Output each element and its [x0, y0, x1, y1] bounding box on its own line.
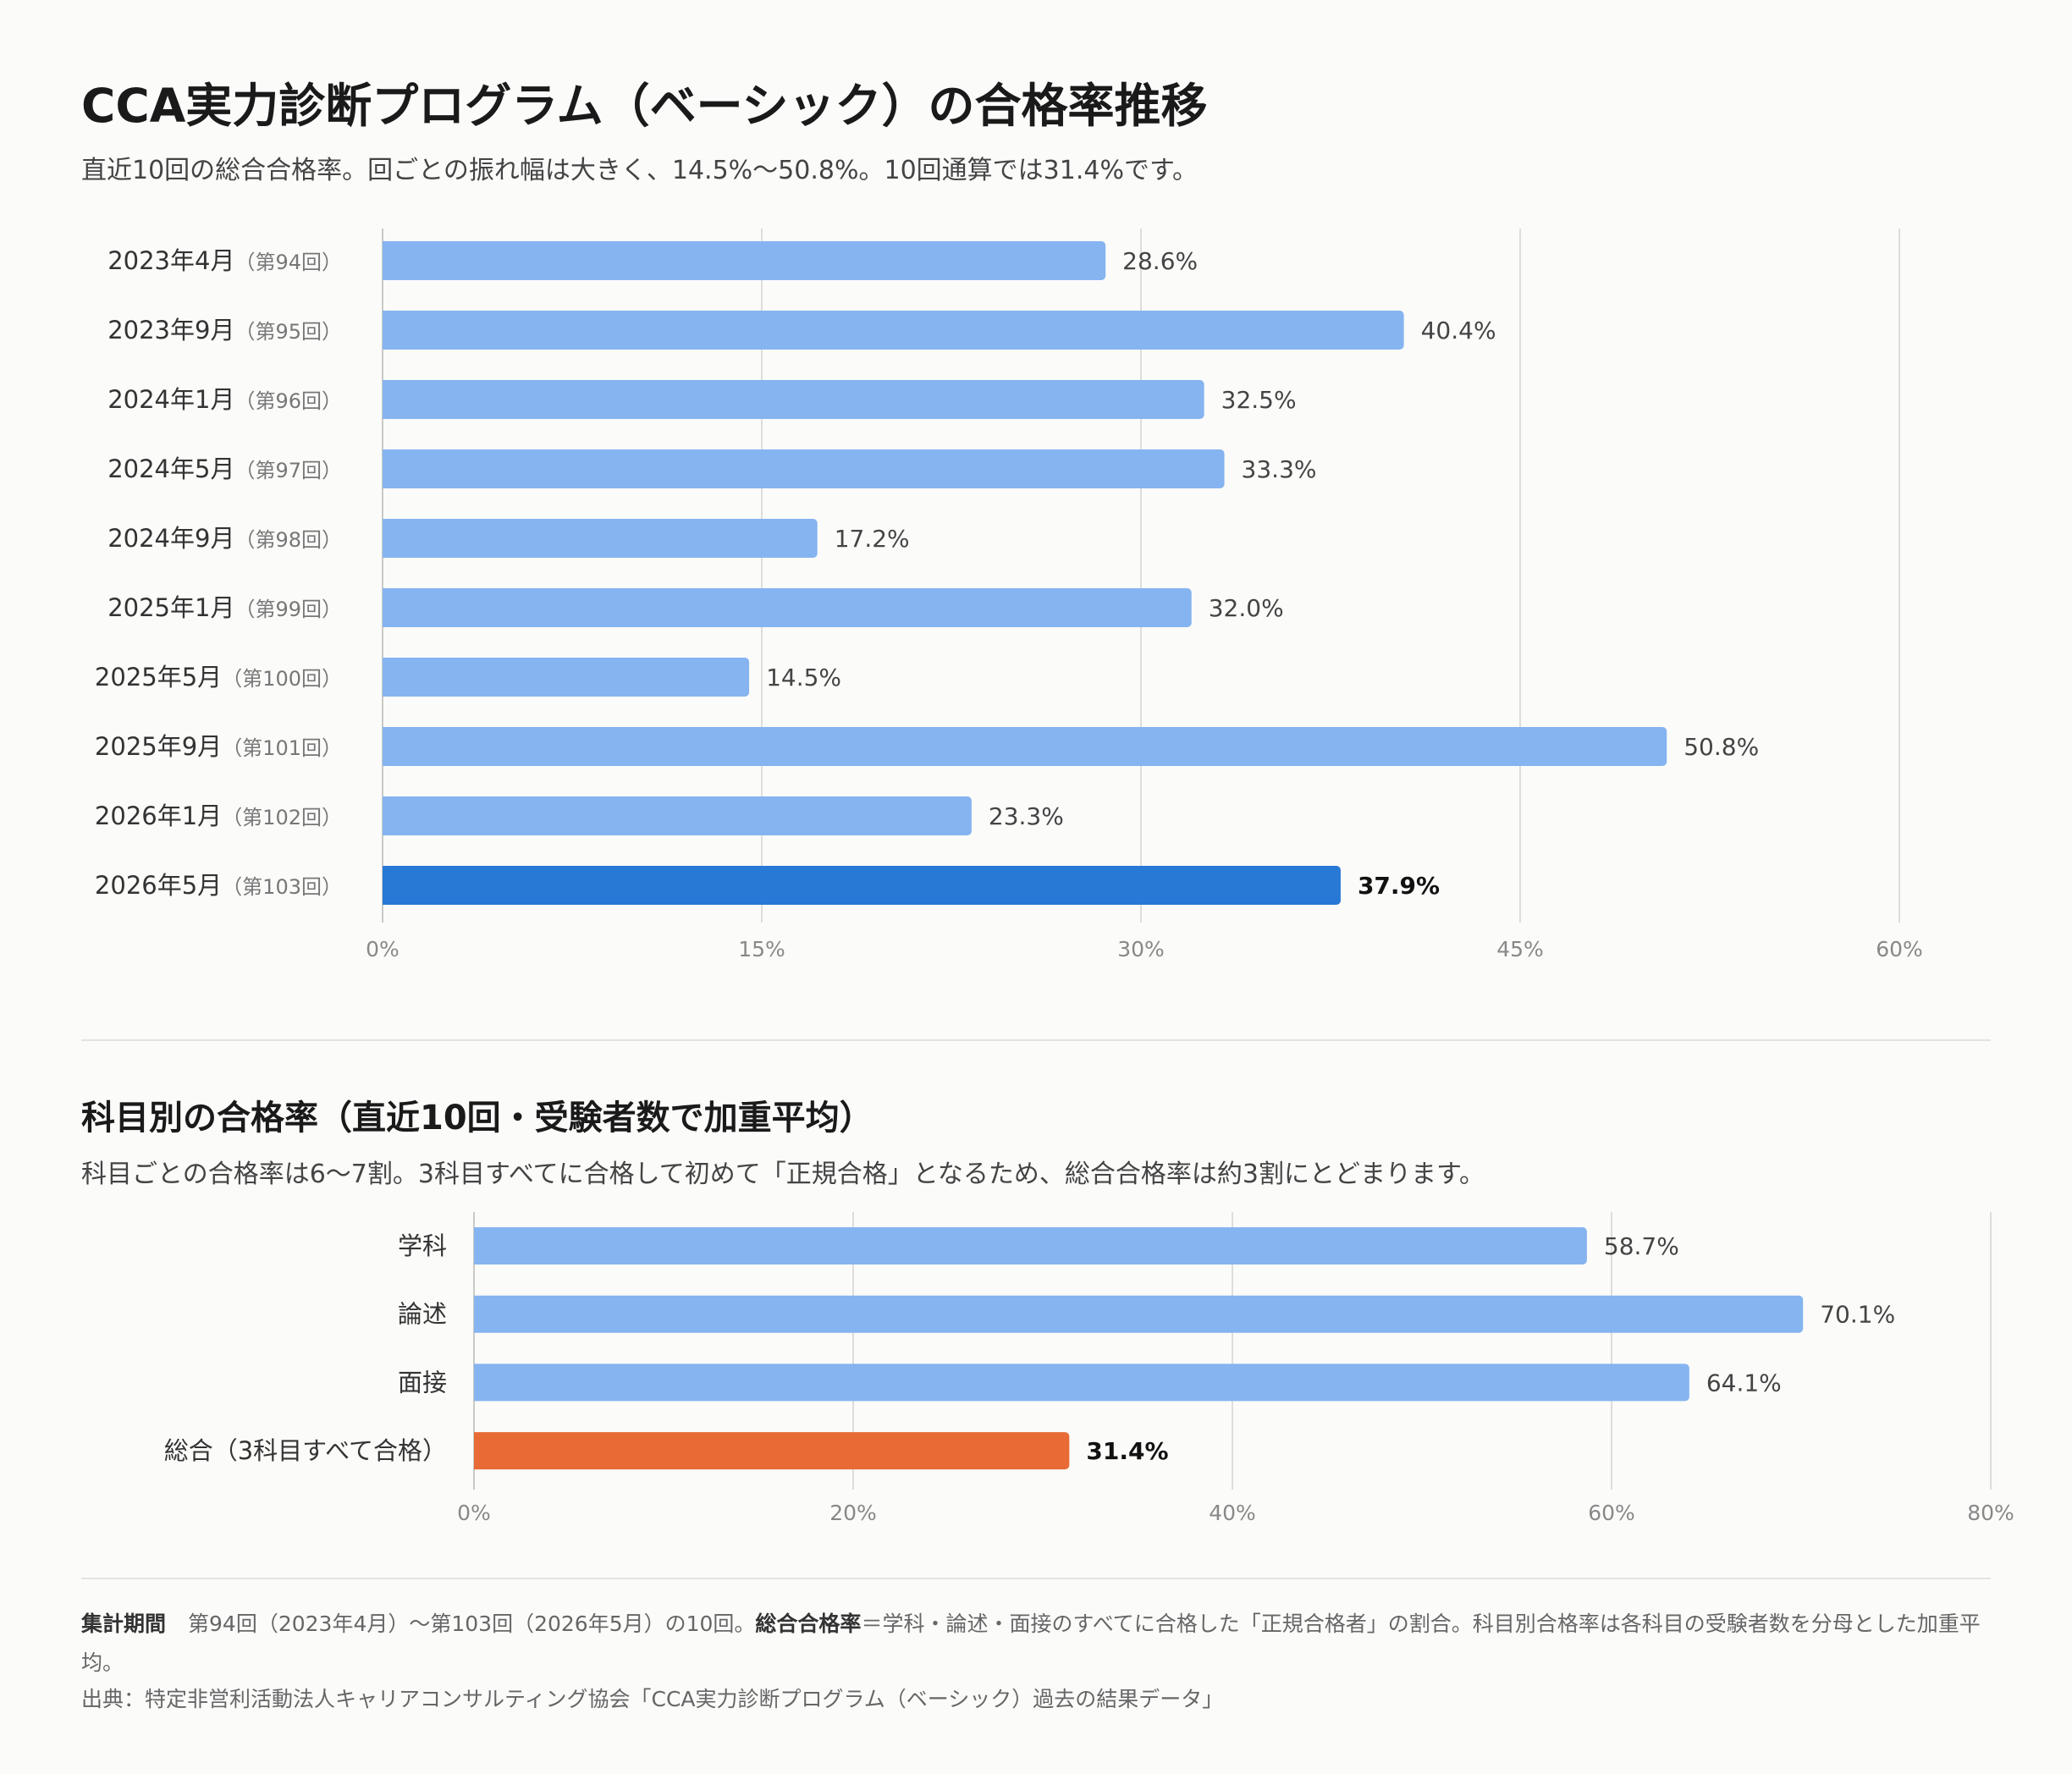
data-label: 70.1%: [1820, 1301, 1895, 1329]
bar: [474, 1364, 1689, 1402]
category-label: 総合（3科目すべて合格）: [164, 1436, 447, 1465]
footnote: 集計期間 第94回（2023年4月）〜第103回（2026年5月）の10回。総合合…: [81, 1605, 1991, 1683]
category-label: 2025年5月（第100回）: [95, 663, 342, 691]
data-label: 28.6%: [1122, 247, 1198, 275]
bar: [383, 727, 1667, 766]
data-label: 31.4%: [1086, 1437, 1168, 1465]
data-label: 37.9%: [1358, 872, 1440, 900]
source-note: 出典：特定非営利活動法人キャリアコンサルティング協会「CCA実力診断プログラム（…: [81, 1687, 1224, 1711]
period-label: 集計期間: [81, 1611, 167, 1636]
data-label: 32.5%: [1221, 386, 1297, 414]
bar: [383, 519, 818, 558]
data-label: 40.4%: [1421, 317, 1496, 344]
bar: [383, 866, 1341, 905]
period-text: 第94回（2023年4月）〜第103回（2026年5月）の10回。: [188, 1611, 756, 1636]
bar: [383, 588, 1192, 627]
bar: [474, 1432, 1070, 1470]
page-title: CCA実力診断プログラム（ベーシック）の合格率推移: [81, 79, 1208, 133]
data-label: 50.8%: [1684, 733, 1759, 761]
footer-divider: [81, 1578, 1991, 1579]
section-title: 科目別の合格率（直近10回・受験者数で加重平均）: [81, 1099, 873, 1138]
x-tick-label: 80%: [1967, 1501, 2014, 1525]
data-label: 17.2%: [835, 525, 910, 553]
bar: [474, 1227, 1587, 1264]
data-label: 23.3%: [989, 802, 1064, 830]
category-label: 論述: [398, 1300, 447, 1329]
subject-pass-rate-chart: 0% 20% 40% 60% 80% 58.7% 学科 70.1% 論述 64.1% 面接 31.4%…: [164, 1212, 2014, 1525]
category-label: 2024年5月（第97回）: [107, 455, 342, 483]
x-tick-label: 60%: [1876, 937, 1923, 961]
data-label: 14.5%: [766, 664, 841, 691]
category-label: 2023年4月（第94回）: [107, 246, 342, 275]
x-tick-label: 40%: [1209, 1501, 1256, 1525]
data-label: 33.3%: [1242, 455, 1317, 483]
category-label: 2025年9月（第101回）: [95, 732, 342, 761]
category-label: 2026年5月（第103回）: [95, 871, 342, 900]
x-tick-label: 30%: [1117, 937, 1165, 961]
section-subtitle: 科目ごとの合格率は6〜7割。3科目すべてに合格して初めて「正規合格」となるため、…: [81, 1160, 1485, 1189]
bar: [383, 380, 1204, 419]
category-label: 2026年1月（第102回）: [95, 802, 342, 830]
bar: [383, 449, 1225, 488]
category-label: 2025年1月（第99回）: [107, 593, 342, 622]
x-tick-label: 0%: [366, 937, 400, 961]
pass-rate-trend-chart: 0% 15% 30% 45% 60% 28.6% 2023年4月（第94回） 40.4% 202…: [95, 229, 1923, 961]
data-label: 64.1%: [1706, 1369, 1782, 1397]
data-label: 32.0%: [1209, 594, 1284, 622]
section-divider: [81, 1039, 1991, 1041]
rate-label: 総合合格率: [755, 1611, 862, 1636]
bar: [383, 241, 1106, 280]
x-tick-label: 60%: [1588, 1501, 1635, 1525]
page-subtitle: 直近10回の総合合格率。回ごとの振れ幅は大きく、14.5%〜50.8%。10回通…: [81, 156, 1198, 185]
data-label: 58.7%: [1604, 1232, 1679, 1260]
x-tick-label: 45%: [1496, 937, 1544, 961]
category-label: 面接: [398, 1368, 447, 1397]
bar: [383, 796, 972, 835]
category-label: 学科: [398, 1231, 447, 1260]
x-tick-label: 0%: [457, 1501, 491, 1525]
category-label: 2024年1月（第96回）: [107, 385, 342, 414]
x-tick-label: 15%: [738, 937, 785, 961]
bar: [474, 1295, 1804, 1333]
x-tick-label: 20%: [829, 1501, 877, 1525]
category-label: 2024年9月（第98回）: [107, 524, 342, 553]
rate-text: ＝学科・論述・面接のすべてに合格した「正規合格者」の割合。科目別合格率は各科目の…: [81, 1611, 1981, 1675]
bar: [383, 311, 1404, 350]
category-label: 2023年9月（第95回）: [107, 316, 342, 344]
bar: [383, 658, 750, 697]
